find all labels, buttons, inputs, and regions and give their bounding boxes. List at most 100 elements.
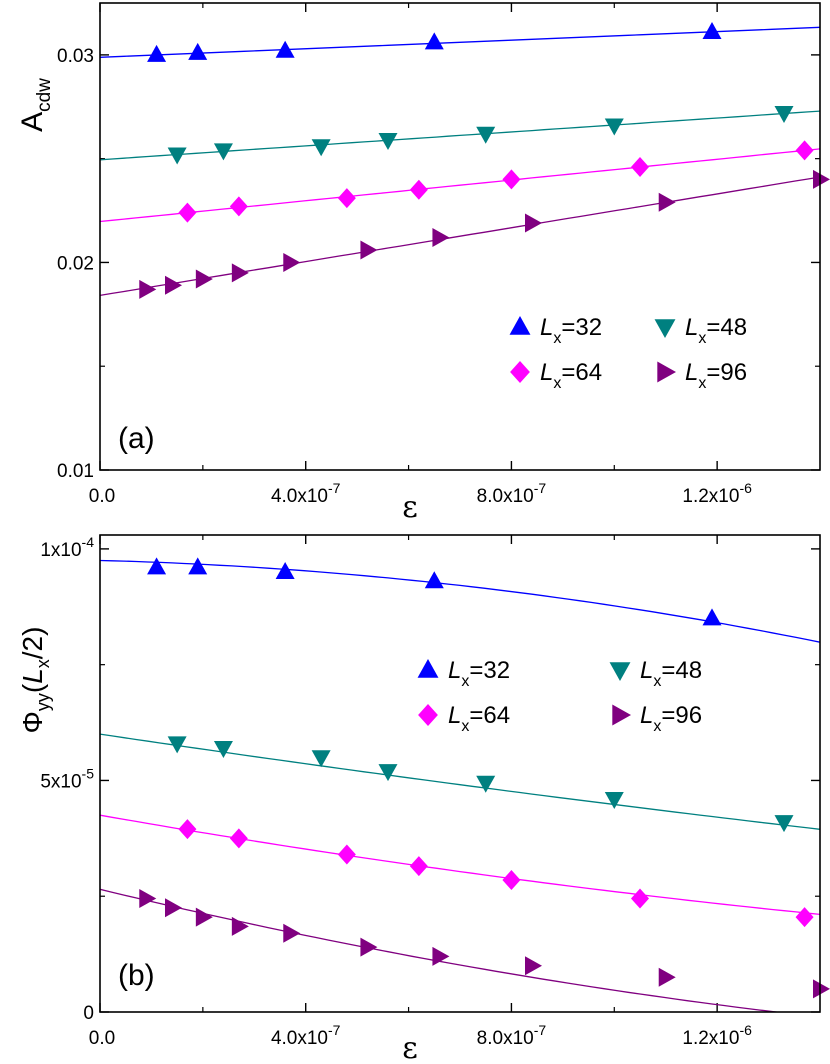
fit-line-series-0 xyxy=(100,26,820,58)
data-point-series-2 xyxy=(631,156,649,177)
data-point-series-2 xyxy=(795,907,814,928)
data-point-series-3 xyxy=(813,979,830,999)
fit-lines xyxy=(100,26,820,297)
x-tick-label: 4.0x10-7 xyxy=(271,1022,341,1049)
data-point-series-3 xyxy=(432,228,450,248)
data-point-series-3 xyxy=(360,240,378,260)
x-tick-label: 0.0 xyxy=(89,486,115,507)
data-point-series-3 xyxy=(231,916,249,936)
data-point-series-1 xyxy=(213,741,233,759)
data-point-series-1 xyxy=(167,147,187,165)
x-axis-label: ε xyxy=(402,490,418,525)
x-tick-label: 4.0x10-7 xyxy=(271,480,341,507)
data-point-series-0 xyxy=(188,42,208,60)
data-point-series-1 xyxy=(311,750,331,768)
y-tick-label: 0.01 xyxy=(57,461,94,482)
y-tick-label: 1x10-4 xyxy=(40,534,94,561)
legend-marker-series-3 xyxy=(612,704,631,726)
data-point-series-3 xyxy=(283,923,301,943)
data-point-series-1 xyxy=(378,132,398,150)
data-point-series-2 xyxy=(409,856,428,877)
legend-marker-series-0 xyxy=(509,316,531,335)
x-tick-label: 8.0x10-7 xyxy=(477,1022,547,1049)
data-point-series-0 xyxy=(424,571,444,589)
data-point-series-3 xyxy=(165,898,182,918)
legend-marker-series-3 xyxy=(657,361,676,383)
x-tick-label: 1.2x10-6 xyxy=(682,480,752,507)
legend: Lx=32 Lx=48 Lx=64 Lx=96 xyxy=(417,657,702,735)
legend-label-series-3: Lx=96 xyxy=(685,359,747,392)
data-point-series-2 xyxy=(502,169,521,190)
data-point-series-1 xyxy=(774,106,794,124)
legend-marker-series-1 xyxy=(609,662,631,681)
data-point-series-0 xyxy=(424,32,444,50)
panel-b: 0.0 4.0x10-7 8.0x10-7 1.2x10-6 0 5x10-5 1x10-4… xyxy=(17,534,830,1064)
data-point-series-2 xyxy=(795,140,814,161)
data-point-series-3 xyxy=(195,269,213,289)
panel-label: (a) xyxy=(118,422,155,455)
fit-line-series-3 xyxy=(100,888,782,1012)
data-point-series-1 xyxy=(311,139,331,157)
data-point-series-3 xyxy=(525,213,542,233)
data-point-series-2 xyxy=(502,870,521,891)
data-point-series-3 xyxy=(658,967,676,987)
data-point-series-2 xyxy=(178,202,197,223)
data-point-series-3 xyxy=(195,907,213,927)
plot-frame xyxy=(99,534,821,1013)
data-point-series-0 xyxy=(188,557,208,575)
data-point-series-3 xyxy=(658,192,676,212)
legend: Lx=32 Lx=48 Lx=64 Lx=96 xyxy=(509,314,747,392)
x-axis-label: ε xyxy=(402,1031,418,1064)
fit-line-series-3 xyxy=(100,176,820,297)
data-point-series-2 xyxy=(229,828,248,849)
plot-frame xyxy=(99,2,821,471)
data-point-series-2 xyxy=(631,888,649,909)
legend-label-series-2: Lx=64 xyxy=(448,702,510,735)
data-point-series-1 xyxy=(476,775,496,793)
data-point-series-2 xyxy=(229,196,248,217)
panel-a: 0.0 4.0x10-7 8.0x10-7 1.2x10-6 0.01 0.02 0.03 (… xyxy=(16,2,830,525)
legend-label-series-1: Lx=48 xyxy=(685,314,747,347)
x-tick-label: 1.2x10-6 xyxy=(682,1022,752,1049)
data-point-series-0 xyxy=(702,608,722,626)
data-point-series-3 xyxy=(139,889,157,909)
data-point-series-1 xyxy=(213,143,233,161)
data-markers xyxy=(139,557,830,999)
fit-lines xyxy=(100,559,820,1012)
legend-label-series-0: Lx=32 xyxy=(540,314,602,347)
legend-marker-series-2 xyxy=(418,704,438,726)
y-tick-label: 0 xyxy=(83,1003,94,1024)
x-tick-label: 8.0x10-7 xyxy=(477,480,547,507)
data-point-series-1 xyxy=(604,791,624,809)
data-point-series-3 xyxy=(283,252,301,272)
data-point-series-1 xyxy=(378,764,398,782)
y-tick-label: 5x10-5 xyxy=(40,765,94,792)
data-point-series-2 xyxy=(337,188,356,209)
legend-marker-series-2 xyxy=(510,361,530,383)
data-point-series-3 xyxy=(432,946,450,966)
fit-line-series-1 xyxy=(100,110,820,161)
legend-label-series-3: Lx=96 xyxy=(640,702,702,735)
panel-label: (b) xyxy=(118,959,155,992)
data-point-series-1 xyxy=(604,118,624,136)
data-point-series-3 xyxy=(813,169,830,189)
fit-line-series-0 xyxy=(100,559,820,643)
legend-marker-series-0 xyxy=(417,659,439,678)
data-point-series-3 xyxy=(360,937,378,957)
data-point-series-3 xyxy=(525,956,542,976)
y-axis-label: Acdw xyxy=(16,78,55,132)
y-tick-label: 0.02 xyxy=(57,253,94,274)
data-point-series-3 xyxy=(165,275,182,295)
data-point-series-1 xyxy=(476,126,496,144)
data-point-series-0 xyxy=(275,562,295,580)
fit-line-series-2 xyxy=(100,148,820,223)
data-point-series-0 xyxy=(702,22,722,40)
fit-line-series-1 xyxy=(100,733,820,830)
legend-marker-series-1 xyxy=(654,319,676,338)
fit-line-series-2 xyxy=(100,814,820,916)
legend-label-series-2: Lx=64 xyxy=(540,359,602,392)
data-markers xyxy=(139,22,830,299)
data-point-series-1 xyxy=(167,736,187,754)
legend-label-series-0: Lx=32 xyxy=(448,657,510,690)
